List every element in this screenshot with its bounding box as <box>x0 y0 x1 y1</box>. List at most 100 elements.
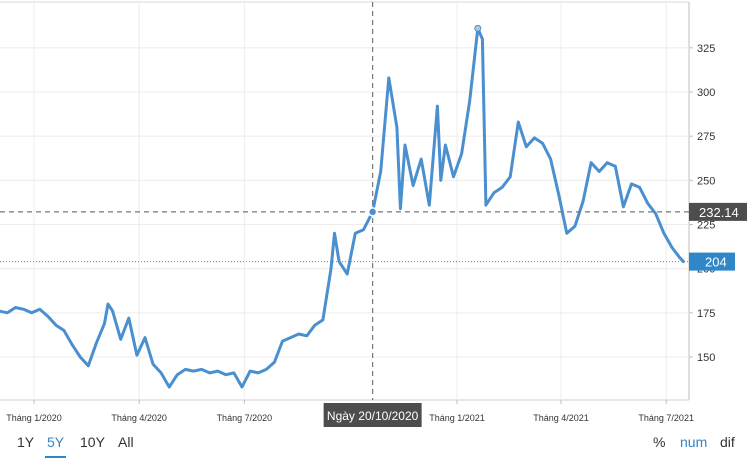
x-tick-label: Tháng 7/2021 <box>638 413 694 423</box>
peak-marker <box>474 24 482 32</box>
data-point <box>533 137 535 139</box>
range-5y-button[interactable]: 5Y <box>45 434 67 458</box>
data-point <box>112 310 114 312</box>
data-point <box>160 372 162 374</box>
data-point <box>241 386 243 388</box>
y-tick-label: 250 <box>697 175 715 187</box>
data-point <box>23 308 25 310</box>
y-tick-label: 325 <box>697 43 715 55</box>
y-tick-label: 225 <box>697 220 715 232</box>
data-point <box>201 368 203 370</box>
data-point <box>493 192 495 194</box>
data-point <box>404 144 406 146</box>
data-point <box>542 142 543 144</box>
crosshair-point <box>367 207 378 217</box>
data-point <box>671 247 673 248</box>
x-tick-label: Tháng 1/2021 <box>429 413 485 423</box>
data-point <box>273 361 275 363</box>
data-point <box>420 158 422 160</box>
data-point <box>453 176 454 178</box>
data-point <box>233 372 235 374</box>
data-point <box>290 337 292 339</box>
data-point <box>71 344 73 346</box>
crosshair-value-label: 232.14 <box>699 205 739 220</box>
data-point <box>469 100 471 102</box>
chart-controls: 1Y 5Y 10Y All % num dif <box>0 428 750 463</box>
data-point <box>314 324 316 326</box>
y-tick-label: 175 <box>697 308 715 320</box>
data-point <box>399 208 401 210</box>
data-point <box>322 319 324 321</box>
data-point <box>257 372 259 374</box>
data-point <box>346 273 348 275</box>
data-point <box>683 261 684 263</box>
data-point <box>63 330 65 331</box>
mode-num-button[interactable]: num <box>680 434 708 450</box>
data-point <box>168 386 170 388</box>
data-point <box>444 144 446 146</box>
data-point <box>136 354 138 356</box>
x-tick-label: Tháng 7/2020 <box>217 413 273 423</box>
data-point <box>517 121 519 123</box>
mode-dif-button[interactable]: dif <box>720 434 735 450</box>
data-point <box>396 126 398 128</box>
y-tick-label: 275 <box>697 131 715 143</box>
crosshair-date-badge <box>323 403 422 427</box>
data-point <box>461 153 463 155</box>
data-point <box>614 165 616 167</box>
data-point <box>582 201 584 202</box>
data-point <box>440 179 442 181</box>
data-point <box>622 206 624 208</box>
mode-percent-button[interactable]: % <box>653 434 666 450</box>
data-point <box>39 308 41 310</box>
last-value-label: 204 <box>705 255 727 270</box>
price-series-line <box>0 26 685 389</box>
data-point <box>550 158 552 160</box>
data-point <box>647 202 649 204</box>
data-point <box>47 315 49 317</box>
data-point <box>362 229 364 231</box>
y-tick-label: 300 <box>697 87 715 99</box>
data-point <box>590 162 592 164</box>
data-point <box>574 225 576 227</box>
data-point <box>380 171 382 172</box>
data-point <box>566 232 568 234</box>
data-point <box>679 257 681 259</box>
data-point <box>525 146 527 148</box>
data-point <box>298 333 300 335</box>
data-point <box>144 337 146 339</box>
range-10y-button[interactable]: 10Y <box>80 434 105 450</box>
data-point <box>436 105 438 107</box>
data-point <box>15 307 16 308</box>
range-all-button[interactable]: All <box>118 434 134 450</box>
data-point <box>655 213 657 215</box>
data-point <box>354 232 356 234</box>
range-1y-button[interactable]: 1Y <box>17 434 35 450</box>
x-tick-label: Tháng 4/2020 <box>111 413 167 423</box>
data-point <box>388 77 390 79</box>
chart-canvas[interactable]: 150175200225250275300325Tháng 1/2020Thán… <box>0 0 750 428</box>
data-point <box>184 368 186 370</box>
data-point <box>631 183 632 185</box>
data-point <box>193 370 194 372</box>
data-point <box>501 186 503 188</box>
data-point <box>176 374 178 376</box>
data-point <box>249 370 251 372</box>
data-point <box>209 372 211 374</box>
data-point <box>55 324 57 326</box>
data-point <box>6 312 8 314</box>
data-point <box>306 335 308 337</box>
data-point <box>330 268 332 270</box>
data-point <box>152 363 154 365</box>
data-point <box>87 365 89 367</box>
data-point <box>428 204 430 206</box>
x-tick-label: Tháng 1/2020 <box>6 413 62 423</box>
last-value-badge <box>689 252 735 271</box>
data-point <box>606 162 608 164</box>
data-point <box>225 374 227 376</box>
data-point <box>558 194 560 195</box>
data-point <box>31 312 33 314</box>
data-point <box>120 338 122 340</box>
y-tick-label: 150 <box>697 352 715 364</box>
